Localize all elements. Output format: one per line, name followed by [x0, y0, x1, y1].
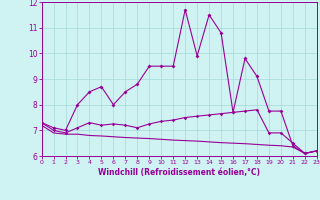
X-axis label: Windchill (Refroidissement éolien,°C): Windchill (Refroidissement éolien,°C) — [98, 168, 260, 177]
